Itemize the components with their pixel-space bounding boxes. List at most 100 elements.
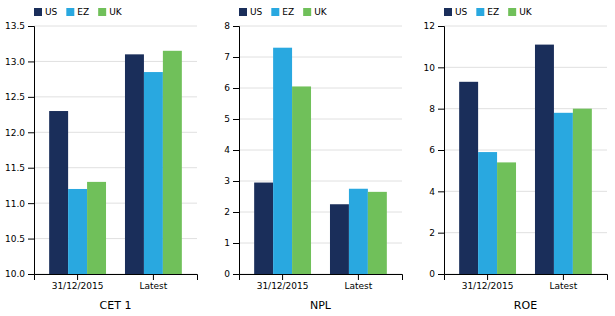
y-tick-mark (233, 119, 239, 120)
x-tick-label: 31/12/2015 (257, 281, 309, 291)
legend-swatch (508, 8, 516, 16)
bar (68, 189, 87, 274)
y-tick-mark (28, 274, 34, 275)
y-tick-mark (233, 274, 239, 275)
grid-line (444, 26, 607, 27)
bar-series (292, 86, 387, 274)
bar (459, 82, 478, 274)
grid-line (239, 26, 402, 27)
y-tick: 8 (429, 104, 444, 114)
bar (349, 189, 368, 274)
y-tick: 12 (424, 21, 444, 31)
legend-label: EZ (282, 7, 294, 17)
x-tick: Latest (549, 274, 577, 291)
chart-title: CET 1 (100, 299, 132, 312)
bar (125, 54, 144, 274)
y-tick: 0 (224, 269, 239, 279)
legend-item: UK (98, 7, 123, 17)
y-tick: 6 (224, 83, 239, 93)
x-tick-label: 31/12/2015 (52, 281, 104, 291)
y-tick: 13.5 (5, 21, 34, 31)
y-tick-label: 0 (224, 269, 230, 279)
legend: US EZ UK (34, 7, 123, 17)
y-tick-label: 13.5 (5, 21, 25, 31)
legend-label: UK (314, 7, 328, 17)
legend-label: UK (109, 7, 123, 17)
y-axis: 10.010.511.011.512.012.513.013.5 (5, 21, 35, 279)
legend-item: US (34, 7, 58, 17)
y-tick: 10.5 (5, 234, 34, 244)
bar-series (49, 54, 144, 274)
x-tick-label: 31/12/2015 (462, 281, 514, 291)
grid-line (444, 67, 607, 68)
bar (497, 162, 516, 274)
legend-label: EZ (77, 7, 89, 17)
grid-line (239, 57, 402, 58)
grid-line (239, 88, 402, 89)
y-tick-label: 7 (224, 52, 230, 62)
y-tick-mark (233, 150, 239, 151)
legend-item: UK (508, 7, 533, 17)
y-tick-mark (28, 97, 34, 98)
bars (459, 45, 592, 274)
y-tick-label: 12 (424, 21, 435, 31)
y-tick-label: 6 (224, 83, 230, 93)
bar (292, 86, 311, 274)
legend-swatch (444, 8, 452, 16)
y-tick-mark (233, 243, 239, 244)
grid-line (34, 26, 197, 27)
x-tick: 31/12/2015 (462, 274, 514, 291)
legend-item: UK (303, 7, 328, 17)
bar-series (459, 45, 554, 274)
y-tick: 2 (429, 228, 444, 238)
bar (330, 204, 349, 274)
y-tick: 5 (224, 114, 239, 124)
x-axis: 31/12/2015 Latest (445, 274, 608, 291)
bar (368, 192, 387, 274)
x-tick: Latest (344, 274, 372, 291)
panel: 02468101231/12/2015LatestROEUSEZUK (424, 7, 608, 312)
legend-item: US (444, 7, 468, 17)
legend-label: EZ (487, 7, 499, 17)
y-tick-mark (438, 233, 444, 234)
grid (444, 26, 607, 274)
y-tick-label: 3 (224, 176, 230, 186)
y-tick-mark (233, 181, 239, 182)
y-tick-label: 10 (424, 63, 436, 73)
y-tick: 11.0 (5, 199, 34, 209)
y-tick: 0 (429, 269, 444, 279)
y-tick-mark (438, 274, 444, 275)
y-tick-label: 5 (224, 114, 230, 124)
y-tick-label: 8 (429, 104, 435, 114)
y-tick: 3 (224, 176, 239, 186)
y-axis-line (28, 27, 35, 275)
grid-line (239, 181, 402, 182)
y-tick-label: 11.5 (5, 163, 25, 173)
y-tick-label: 6 (429, 145, 435, 155)
legend-swatch (271, 8, 279, 16)
y-tick-mark (28, 132, 34, 133)
legend: USEZUK (239, 7, 328, 17)
bar (49, 111, 68, 274)
y-tick-label: 12.0 (5, 128, 25, 138)
y-tick-mark (438, 150, 444, 151)
x-tick-mark (153, 274, 154, 280)
x-tick-mark (358, 274, 359, 280)
bar (163, 51, 182, 274)
y-tick-mark (438, 109, 444, 110)
bar (535, 45, 554, 274)
y-tick-label: 10.0 (5, 269, 25, 279)
bar (144, 72, 163, 274)
y-tick-mark (233, 212, 239, 213)
chart-title: NPL (310, 299, 332, 312)
legend-item: EZ (476, 7, 499, 17)
y-tick: 6 (429, 145, 444, 155)
legend-swatch (476, 8, 484, 16)
x-axis: 31/12/2015Latest (35, 274, 198, 291)
y-tick-label: 12.5 (5, 92, 25, 102)
y-axis: 024681012 (424, 21, 445, 279)
x-tick: 31/12/2015 (52, 274, 104, 291)
grid-line (239, 150, 402, 151)
y-tick: 7 (224, 52, 239, 62)
chart-title: ROE (514, 299, 537, 312)
